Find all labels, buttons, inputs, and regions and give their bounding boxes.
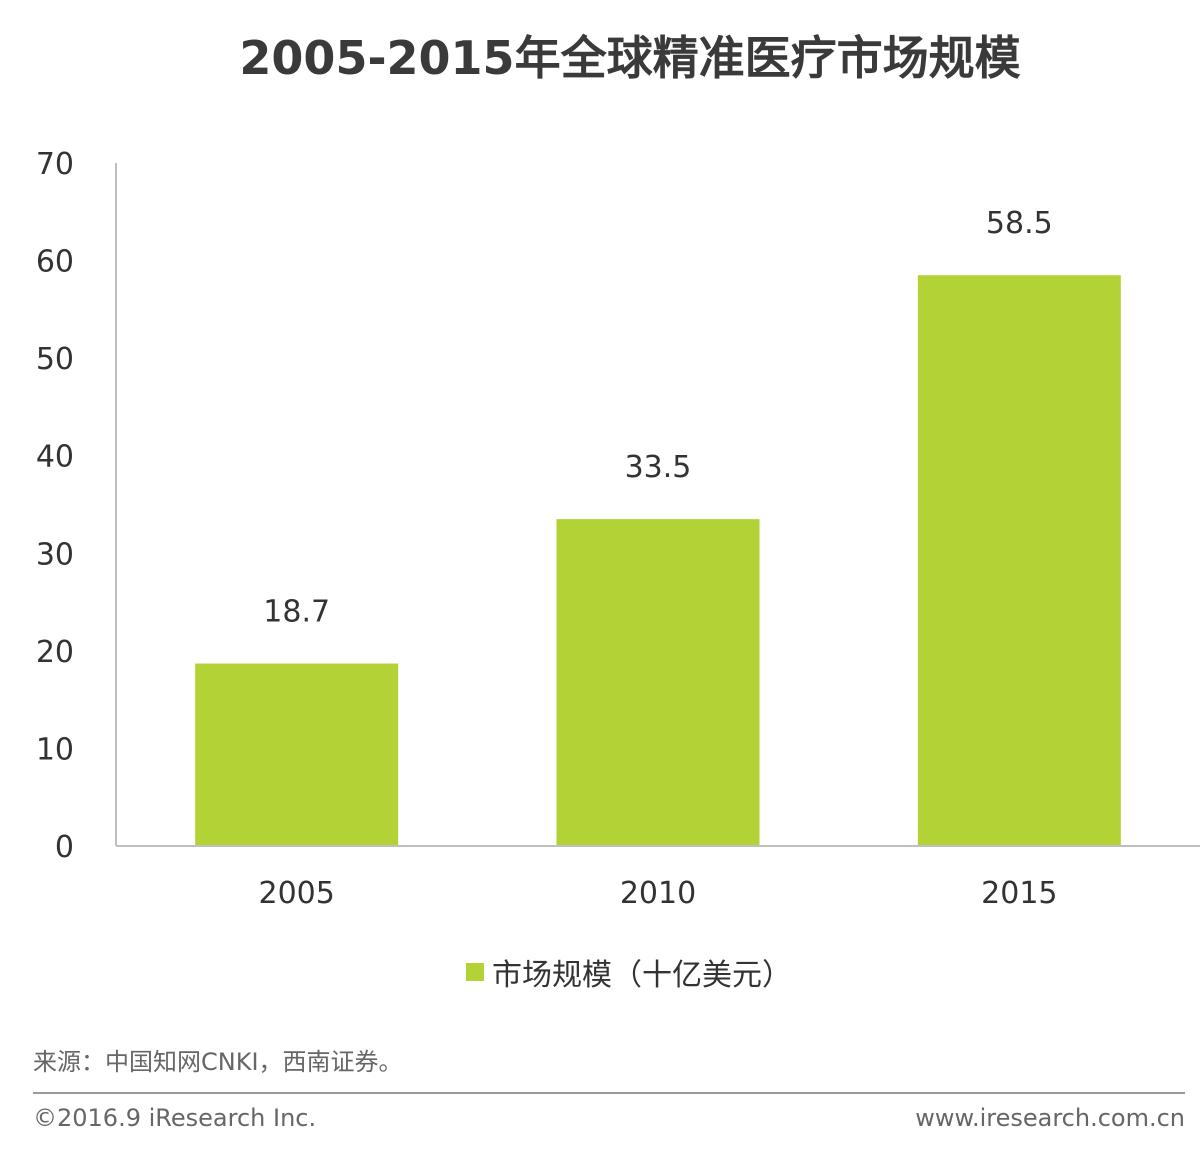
y-tick-label: 70 <box>36 147 74 182</box>
legend: 市场规模（十亿美元） <box>466 950 792 994</box>
data-label: 33.5 <box>625 450 692 485</box>
y-tick-label: 60 <box>36 245 74 280</box>
y-tick-label: 0 <box>55 830 74 865</box>
x-tick-label: 2010 <box>620 876 696 911</box>
footer-divider <box>33 1092 1185 1094</box>
bar <box>195 663 399 846</box>
legend-label: 市场规模（十亿美元） <box>492 958 792 993</box>
x-tick-label: 2015 <box>981 876 1057 911</box>
y-tick-label: 20 <box>36 635 74 670</box>
y-tick-label: 50 <box>36 342 74 377</box>
website-link[interactable]: www.iresearch.com.cn <box>915 1104 1185 1132</box>
bars <box>195 275 1121 846</box>
chart-title: 2005-2015年全球精准医疗市场规模 <box>239 31 1021 85</box>
y-tick-label: 10 <box>36 732 74 767</box>
copyright-text: ©2016.9 iResearch Inc. <box>33 1104 317 1132</box>
x-axis: 2005 2010 2015 <box>116 845 1200 911</box>
legend-swatch <box>466 963 484 981</box>
source-note: 来源：中国知网CNKI，西南证券。 <box>33 1048 403 1076</box>
bar-chart: 0 10 20 30 40 50 60 70 18.7 33.5 58.5 2005 2010 201… <box>36 147 1200 911</box>
data-label: 58.5 <box>986 206 1053 241</box>
x-tick-label: 2005 <box>258 876 334 911</box>
bar <box>556 519 760 846</box>
data-label: 18.7 <box>263 595 330 630</box>
y-axis: 0 10 20 30 40 50 60 70 <box>36 147 117 865</box>
data-labels: 18.7 33.5 58.5 <box>263 206 1052 629</box>
y-tick-label: 30 <box>36 537 74 572</box>
bar <box>917 275 1121 846</box>
y-tick-label: 40 <box>36 440 74 475</box>
